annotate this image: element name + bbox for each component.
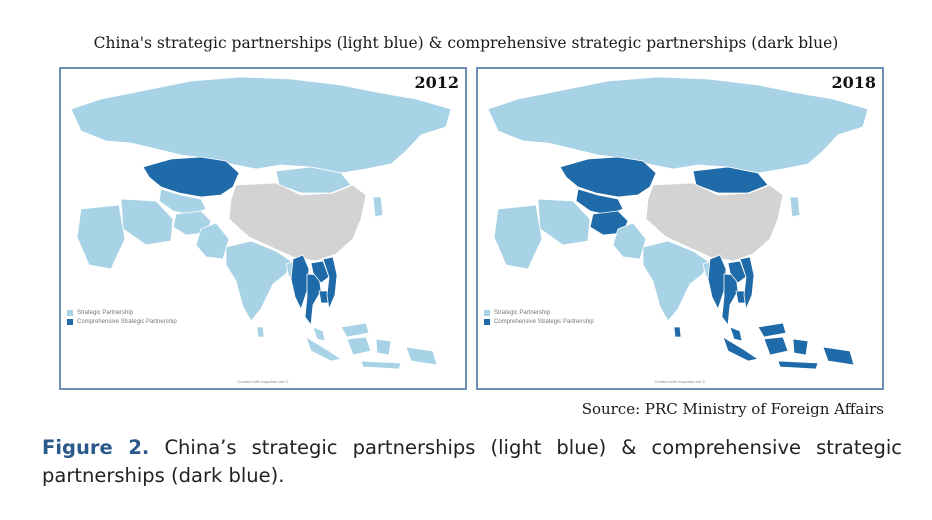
map-legend: Strategic Partnership Comprehensive Stra… <box>67 310 177 328</box>
legend-label-strategic: Strategic Partnership <box>77 310 134 316</box>
region-thailand <box>304 273 322 327</box>
asia-map-2018 <box>487 76 869 370</box>
map-year: 2012 <box>414 73 459 92</box>
legend-label-comprehensive: Comprehensive Strategic Partnership <box>77 319 177 325</box>
figure-label: Figure 2. <box>42 436 150 459</box>
region-japan <box>803 178 823 220</box>
legend-swatch-strategic <box>484 310 490 316</box>
region-laos <box>727 260 747 284</box>
region-sri-lanka <box>256 326 265 338</box>
figure-caption-text: China’s strategic partnerships (light bl… <box>42 436 903 487</box>
region-russia <box>487 76 869 174</box>
region-indonesia <box>305 336 438 370</box>
asia-map-2012 <box>70 76 452 370</box>
region-china <box>645 182 784 262</box>
figure-caption: Figure 2. China’s strategic partnerships… <box>42 434 902 490</box>
legend-label-strategic: Strategic Partnership <box>494 310 551 316</box>
legend-item-comprehensive: Comprehensive Strategic Partnership <box>67 319 177 326</box>
region-india <box>225 240 292 322</box>
region-malaysia <box>312 322 370 342</box>
legend-swatch-comprehensive <box>67 319 73 325</box>
region-russia <box>70 76 452 174</box>
region-pakistan <box>612 222 647 260</box>
region-mideast <box>493 204 543 270</box>
region-kazakhstan <box>142 156 240 198</box>
region-laos <box>310 260 330 284</box>
region-sri-lanka <box>673 326 682 338</box>
region-korea <box>372 196 384 218</box>
legend-swatch-comprehensive <box>484 319 490 325</box>
region-mideast <box>76 204 126 270</box>
region-philippines <box>358 278 374 314</box>
legend-swatch-strategic <box>67 310 73 316</box>
legend-item-comprehensive: Comprehensive Strategic Partnership <box>484 319 594 326</box>
region-pakistan <box>195 222 230 260</box>
map-panel-2012: 2012 Strategic Partnership Comprehensive… <box>59 67 467 390</box>
map-credit: Created with mapchart.net © <box>654 379 706 384</box>
figure-title: China's strategic partnerships (light bl… <box>93 34 839 52</box>
region-indonesia <box>722 336 855 370</box>
region-vietnam <box>739 256 755 311</box>
legend-item-strategic: Strategic Partnership <box>67 310 177 317</box>
region-philippines <box>775 278 791 314</box>
region-vietnam <box>322 256 338 311</box>
region-china <box>228 182 367 262</box>
map-panel-2018: 2018 Strategic Partnership Comprehensive… <box>476 67 884 390</box>
legend-label-comprehensive: Comprehensive Strategic Partnership <box>494 319 594 325</box>
map-year: 2018 <box>831 73 876 92</box>
region-kazakhstan <box>559 156 657 198</box>
region-korea <box>789 196 801 218</box>
region-myanmar <box>707 254 727 311</box>
source-note: Source: PRC Ministry of Foreign Affairs <box>581 400 884 418</box>
map-credit: Created with mapchart.net © <box>237 379 289 384</box>
region-myanmar <box>290 254 310 311</box>
region-japan <box>386 178 406 220</box>
map-legend: Strategic Partnership Comprehensive Stra… <box>484 310 594 328</box>
region-india <box>642 240 709 322</box>
region-thailand <box>721 273 739 327</box>
region-malaysia <box>729 322 787 342</box>
legend-item-strategic: Strategic Partnership <box>484 310 594 317</box>
